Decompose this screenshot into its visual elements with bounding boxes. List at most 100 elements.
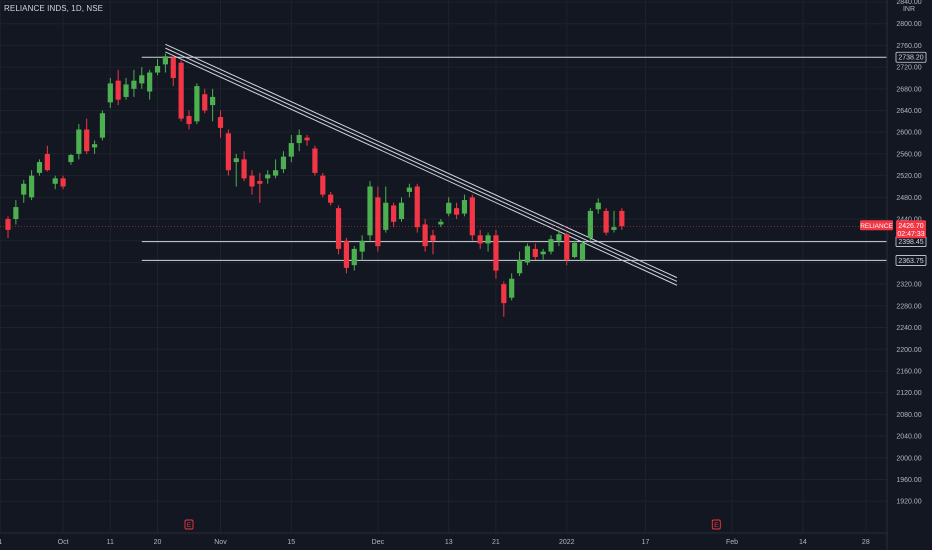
candle-down: [217, 110, 224, 138]
candle-down: [469, 194, 475, 241]
candle-body: [320, 175, 326, 195]
earnings-event-marker[interactable]: E: [711, 519, 721, 530]
candle-body: [162, 56, 168, 65]
candle-down: [493, 229, 499, 279]
candle-down: [422, 219, 428, 252]
candle-up: [52, 175, 58, 190]
candle-body: [194, 86, 200, 122]
candle-body: [21, 183, 27, 195]
candle-up: [265, 170, 271, 184]
x-tick-label: Dec: [372, 539, 385, 546]
candle-body: [587, 210, 593, 239]
candle-body: [107, 83, 113, 103]
candle-up: [509, 273, 515, 301]
y-tick-label: 2840.00: [896, 0, 921, 6]
candle-body: [619, 210, 625, 227]
candle-up: [296, 129, 302, 152]
horizontal-levels[interactable]: [141, 56, 887, 261]
candle-up: [461, 194, 468, 217]
candle-body: [461, 200, 468, 214]
trendline[interactable]: [165, 43, 678, 279]
candle-up: [398, 197, 405, 222]
y-tick-label: 2440.00: [896, 217, 921, 224]
candle-down: [170, 56, 176, 87]
candle-body: [556, 234, 562, 241]
x-tick-label: 28: [862, 539, 870, 546]
x-tick-label: 21: [492, 539, 500, 546]
x-tick-label: Oct: [58, 539, 69, 546]
candle-body: [44, 153, 50, 171]
trendlines[interactable]: [165, 43, 678, 286]
trendline[interactable]: [165, 51, 678, 286]
candle-body: [76, 129, 82, 154]
y-tick-label: 1960.00: [896, 477, 921, 484]
candle-body: [611, 227, 617, 230]
candle-down: [241, 151, 247, 182]
candle-up: [485, 232, 491, 252]
candle-body: [288, 143, 294, 157]
last-price-tag: [896, 220, 926, 239]
candle-down: [225, 129, 231, 176]
candle-down: [335, 205, 342, 255]
candle-down: [532, 243, 538, 260]
candles: [5, 53, 625, 317]
earnings-event-marker[interactable]: E: [184, 519, 194, 530]
candle-up: [29, 170, 35, 201]
y-tick-label: 2240.00: [896, 325, 921, 332]
candle-body: [131, 80, 137, 89]
candle-body: [516, 259, 523, 274]
x-tick-label: 17: [642, 539, 650, 546]
candle-body: [99, 113, 106, 138]
y-tick-label: 2200.00: [896, 347, 921, 354]
level-price-tag: [895, 51, 927, 63]
y-tick-label: 2040.00: [896, 434, 921, 441]
candle-body: [217, 117, 224, 128]
candle-down: [249, 170, 255, 195]
candle-body: [296, 134, 302, 144]
candle-up: [438, 219, 444, 228]
x-tick-label: 20: [154, 539, 162, 546]
candle-body: [233, 158, 239, 163]
candle-body: [36, 162, 43, 173]
candle-up: [516, 251, 523, 277]
candle-body: [249, 175, 255, 187]
candle-down: [304, 134, 310, 146]
candle-body: [280, 156, 287, 170]
earnings-event-box: [711, 519, 721, 530]
candle-down: [343, 238, 350, 274]
candle-body: [595, 202, 601, 210]
y-tick-label: 2640.00: [896, 108, 921, 115]
candle-down: [115, 69, 121, 106]
candle-down: [564, 232, 570, 266]
candle-body: [540, 251, 546, 255]
x-tick-label: Feb: [726, 539, 738, 546]
candle-body: [430, 235, 436, 241]
candle-down: [375, 186, 381, 252]
candle-body: [446, 202, 452, 214]
candle-body: [312, 148, 318, 173]
price-tags: 2738.20 2398.45 2363.75 RELIANCE 2426.7002:4…: [860, 51, 927, 266]
candle-body: [328, 194, 334, 203]
candle-up: [548, 235, 554, 255]
candle-up: [76, 124, 82, 160]
candle-body: [572, 242, 578, 258]
candle-body: [351, 248, 357, 266]
candle-body: [13, 207, 19, 220]
candle-body: [186, 115, 192, 125]
trendline[interactable]: [165, 47, 678, 282]
y-tick-label: 2480.00: [896, 195, 921, 202]
candle-body: [178, 62, 184, 119]
candle-up: [367, 181, 373, 241]
symbol-tag[interactable]: [860, 220, 893, 231]
time-axis[interactable]: 1 Oct 11 20 Nov 15 Dec 13 21 2022 17 Feb 14 28: [0, 539, 870, 546]
candle-body: [485, 235, 491, 244]
candle-down: [312, 145, 318, 176]
symbol-title[interactable]: RELIANCE INDS, 1D, NSE: [4, 4, 104, 13]
candle-body: [115, 80, 121, 100]
x-tick-label: Nov: [214, 539, 227, 546]
candle-up: [147, 69, 153, 100]
candle-up: [611, 210, 617, 233]
